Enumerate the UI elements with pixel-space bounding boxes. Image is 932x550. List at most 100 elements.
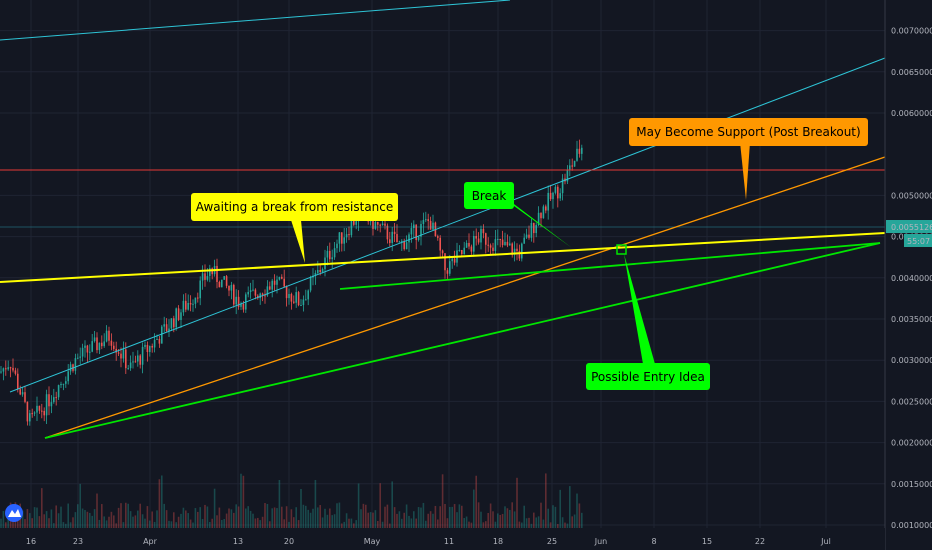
candle-body xyxy=(84,345,86,348)
candle-body xyxy=(345,234,348,238)
candle-body xyxy=(561,178,564,194)
candle-body xyxy=(144,344,146,347)
volume-bar xyxy=(533,512,535,528)
volume-bar xyxy=(110,511,113,528)
volume-bar xyxy=(410,518,413,528)
candle-body xyxy=(449,261,451,274)
volume-bar xyxy=(506,508,509,528)
volume-bar xyxy=(487,513,489,528)
candle-body xyxy=(386,225,389,240)
volume-bar xyxy=(125,502,127,528)
volume-bar xyxy=(549,522,552,528)
candle-body xyxy=(554,186,557,193)
candle-body xyxy=(480,228,482,243)
volume-bar xyxy=(132,516,134,528)
candle-body xyxy=(233,284,235,305)
volume-bar xyxy=(317,507,319,528)
candle-body xyxy=(110,340,113,346)
candle-body xyxy=(38,405,41,411)
candle-body xyxy=(494,239,497,251)
candle-body xyxy=(413,224,415,229)
price-scale-background xyxy=(885,0,932,550)
volume-bar xyxy=(348,518,350,528)
support-line xyxy=(44,156,886,439)
candle-body xyxy=(81,347,84,357)
volume-bar xyxy=(434,505,437,528)
volume-bar xyxy=(521,522,523,528)
volume-bar xyxy=(204,504,206,528)
candle-body xyxy=(317,269,319,273)
candle-body xyxy=(53,397,55,403)
volume-bar xyxy=(177,516,180,528)
candle-body xyxy=(377,221,379,225)
volume-bar xyxy=(50,509,53,528)
tradingview-logo-icon[interactable] xyxy=(5,504,23,522)
candle-body xyxy=(185,300,187,310)
x-tick-label: 16 xyxy=(26,537,36,546)
volume-bar xyxy=(115,523,117,528)
candle-body xyxy=(199,280,201,299)
volume-bar xyxy=(309,512,312,528)
volume-bar xyxy=(103,516,105,528)
volume-bars xyxy=(0,473,583,528)
volume-bar xyxy=(439,506,441,528)
volume-bar xyxy=(420,507,422,528)
x-tick-label: 13 xyxy=(233,537,243,546)
volume-bar xyxy=(165,510,168,528)
volume-bar xyxy=(338,502,341,528)
volume-bar xyxy=(360,509,362,528)
candle-body xyxy=(477,238,480,243)
time-scale[interactable]: 16 23 Apr 13 20 May 11 18 25 Jun 8 15 22 Jul xyxy=(26,537,831,546)
volume-bar xyxy=(482,522,485,528)
volume-bar xyxy=(389,523,391,528)
candle-body xyxy=(276,279,278,285)
volume-bar xyxy=(247,506,249,528)
volume-bar xyxy=(518,521,521,528)
candle-body xyxy=(137,355,139,362)
candle-body xyxy=(33,412,36,414)
volume-bar xyxy=(552,505,554,528)
candle-body xyxy=(533,222,535,234)
candle-body xyxy=(29,413,31,422)
volume-bar xyxy=(199,507,201,528)
volume-bar xyxy=(86,511,89,528)
candle-body xyxy=(458,250,461,252)
volume-bar xyxy=(401,518,403,528)
volume-bar xyxy=(422,502,425,528)
volume-bar xyxy=(542,519,545,528)
candle-body xyxy=(389,239,391,243)
volume-bar xyxy=(312,508,314,528)
volume-bar xyxy=(93,509,96,528)
candle-body xyxy=(228,285,230,291)
candle-body xyxy=(237,296,240,307)
entry-marker xyxy=(616,244,627,255)
candle-body xyxy=(230,284,233,291)
resistance-pointer xyxy=(291,220,305,263)
candle-body xyxy=(235,296,237,305)
candle-body xyxy=(240,303,242,307)
candle-body xyxy=(108,330,110,341)
candle-body xyxy=(528,234,530,238)
candle-body xyxy=(415,224,417,240)
volume-bar xyxy=(31,518,33,528)
volume-bar xyxy=(461,505,463,528)
candle-body xyxy=(566,169,569,182)
volume-bar xyxy=(67,503,69,528)
volume-bar xyxy=(261,516,264,528)
volume-bar xyxy=(566,523,569,528)
x-tick-label: 23 xyxy=(73,537,83,546)
resistance-line xyxy=(0,232,886,283)
volume-bar xyxy=(101,504,103,528)
candle-body xyxy=(321,269,324,273)
volume-bar xyxy=(357,483,360,528)
candle-body xyxy=(573,160,576,167)
candle-body xyxy=(48,394,50,407)
candle-body xyxy=(326,250,329,258)
volume-bar xyxy=(182,507,185,528)
volume-bar xyxy=(413,511,415,528)
candle-body xyxy=(117,352,120,354)
x-tick-label: Apr xyxy=(143,537,158,546)
candle-body xyxy=(175,308,177,328)
